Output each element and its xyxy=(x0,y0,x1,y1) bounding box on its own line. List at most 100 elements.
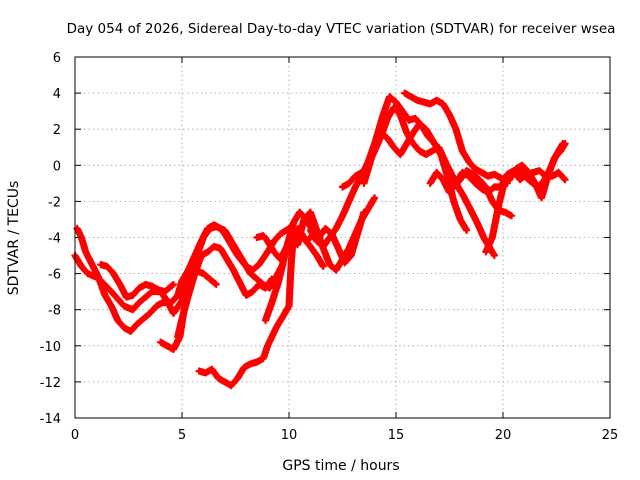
data-point xyxy=(439,153,443,156)
data-point xyxy=(493,185,496,189)
data-point xyxy=(251,290,255,294)
x-tick-labels: 0 5 10 15 20 25 xyxy=(71,428,618,443)
data-point xyxy=(334,227,338,230)
data-point xyxy=(129,329,133,333)
data-point xyxy=(347,200,351,203)
data-point xyxy=(497,203,501,207)
data-point xyxy=(315,228,319,232)
data-point xyxy=(471,172,475,176)
data-point xyxy=(261,234,265,238)
data-point xyxy=(223,380,227,384)
axis-ticks xyxy=(74,56,611,419)
data-point xyxy=(169,301,173,304)
data-point xyxy=(238,281,242,285)
data-point xyxy=(328,263,332,266)
data-point xyxy=(210,367,214,371)
data-point xyxy=(116,319,120,322)
data-point xyxy=(323,227,327,230)
data-point xyxy=(214,225,218,229)
data-point xyxy=(422,100,426,104)
data-point xyxy=(225,257,229,261)
data-point xyxy=(349,254,353,257)
data-point xyxy=(148,311,152,315)
data-point xyxy=(219,246,222,250)
data-point xyxy=(527,171,531,174)
data-point xyxy=(510,214,513,218)
data-point xyxy=(304,239,308,243)
y-tick-label: -2 xyxy=(48,195,61,210)
data-point xyxy=(75,227,79,230)
data-point xyxy=(122,326,126,330)
data-point xyxy=(458,218,462,221)
data-point xyxy=(80,236,83,239)
data-point xyxy=(403,91,406,95)
data-point xyxy=(559,149,563,153)
data-point xyxy=(341,257,344,261)
y-tick-label: 6 xyxy=(53,51,61,66)
data-point xyxy=(289,263,293,266)
data-point xyxy=(270,335,274,339)
data-point xyxy=(375,135,379,138)
data-point xyxy=(435,171,439,174)
data-point xyxy=(242,366,246,369)
data-point xyxy=(137,301,141,304)
data-point xyxy=(546,174,550,178)
x-tick-label: 10 xyxy=(281,428,298,443)
data-point xyxy=(334,268,338,272)
data-point xyxy=(137,286,141,290)
data-point xyxy=(430,149,434,153)
data-point xyxy=(386,136,389,140)
data-point xyxy=(469,209,473,212)
data-point xyxy=(341,185,344,189)
data-point xyxy=(272,250,276,254)
data-point xyxy=(508,178,511,182)
data-point xyxy=(486,174,490,178)
data-point xyxy=(418,149,421,153)
data-point xyxy=(441,102,445,106)
y-tick-label: 0 xyxy=(53,159,61,174)
data-point xyxy=(172,283,175,286)
data-point xyxy=(480,187,483,191)
data-point xyxy=(187,268,190,272)
data-point xyxy=(264,319,267,322)
data-point xyxy=(480,171,483,174)
data-point xyxy=(176,335,180,339)
data-point xyxy=(289,232,293,236)
data-point xyxy=(249,272,252,275)
data-point xyxy=(386,116,389,120)
data-point xyxy=(124,295,128,299)
data-point xyxy=(257,263,261,266)
data-point xyxy=(144,283,148,286)
data-point xyxy=(276,281,280,285)
data-point xyxy=(266,239,269,243)
data-point xyxy=(473,167,477,171)
data-point xyxy=(105,264,109,268)
data-point xyxy=(236,250,240,254)
data-point xyxy=(493,254,496,257)
data-point xyxy=(484,250,488,254)
data-point xyxy=(460,171,464,174)
series-sat-track-12 xyxy=(400,89,511,188)
data-point xyxy=(266,344,269,348)
data-point xyxy=(336,246,340,250)
y-tick-label: -14 xyxy=(40,412,61,427)
data-point xyxy=(242,261,246,265)
data-point xyxy=(244,293,248,297)
data-point xyxy=(341,214,344,218)
data-point xyxy=(394,100,398,104)
data-point xyxy=(405,131,409,135)
data-point xyxy=(109,304,113,308)
y-tick-label: -10 xyxy=(40,340,61,355)
data-point xyxy=(266,250,269,254)
x-tick-label: 5 xyxy=(178,428,186,443)
data-point xyxy=(401,109,404,113)
data-point xyxy=(328,236,332,239)
data-point xyxy=(448,190,451,194)
series-sat-track-8 xyxy=(261,194,379,325)
data-point xyxy=(257,283,261,286)
data-point xyxy=(161,301,165,304)
data-point xyxy=(212,245,216,248)
data-point xyxy=(206,250,210,254)
data-point xyxy=(287,304,291,308)
